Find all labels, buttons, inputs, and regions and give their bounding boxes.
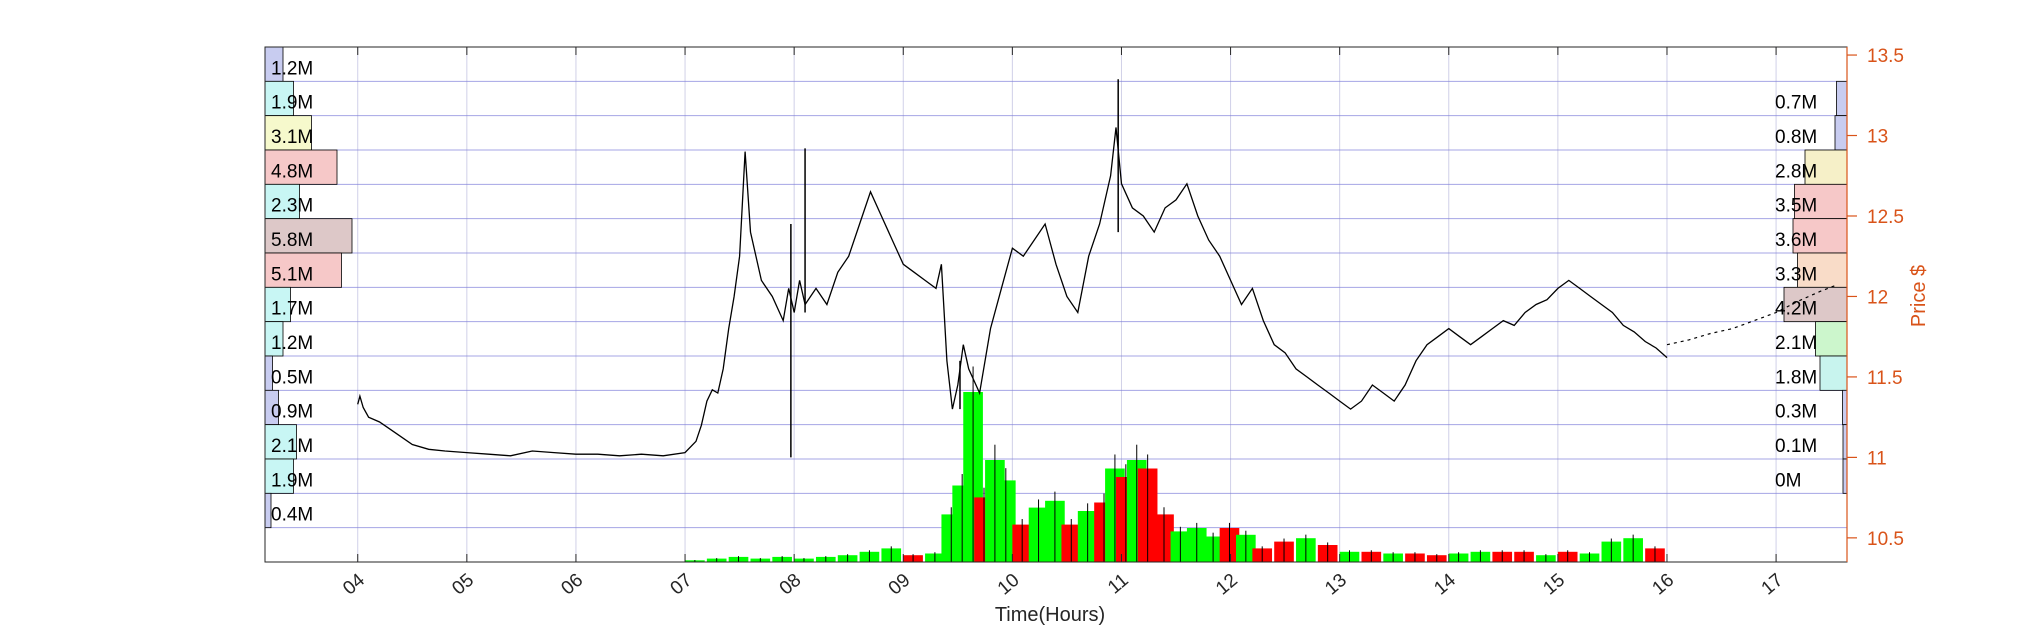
y-tick-label: 11 <box>1867 448 1887 469</box>
profile-left-label: 1.2M <box>271 333 313 354</box>
profile-left-label: 1.7M <box>271 299 313 320</box>
x-tick-label: 04 <box>339 569 369 599</box>
y-tick-label: 12.5 <box>1867 207 1904 228</box>
plot-axes <box>264 46 1848 563</box>
profile-right-label: 3.3M <box>1775 264 1817 285</box>
profile-right-label: 0M <box>1775 470 1801 491</box>
profile-left-label: 5.8M <box>271 230 313 251</box>
profile-left-label: 2.1M <box>271 436 313 457</box>
profile-right-bar <box>1819 355 1848 391</box>
profile-right-label: 1.8M <box>1775 367 1817 388</box>
profile-left-label: 0.9M <box>271 402 313 423</box>
profile-right-label: 0.7M <box>1775 93 1817 114</box>
profile-left-label: 3.1M <box>271 127 313 148</box>
x-tick-label: 05 <box>448 570 478 600</box>
profile-right-bar <box>1794 183 1848 220</box>
volume-profile-right: 0.7M 0.8M 2.8M 3.5M 3.6M 3.3M 4.2M 2.1M 1.8M 0.3M… <box>1775 80 1848 494</box>
profile-left-label: 1.9M <box>271 93 313 114</box>
profile-left-label: 5.1M <box>271 264 313 285</box>
y-tick-label: 12 <box>1867 287 1888 308</box>
profile-right-label: 2.1M <box>1775 333 1817 354</box>
x-tick-label: 16 <box>1649 570 1679 600</box>
y-tick-label: 10.5 <box>1867 529 1904 550</box>
profile-right-bar <box>1815 321 1848 357</box>
profile-left-label: 0.4M <box>271 505 313 526</box>
volume-profile-left: 1.2M 1.9M 3.1M 4.8M 2.3M 5.8M 5.1M 1.7M 1.2M 0.5M… <box>264 46 353 529</box>
plot-frame <box>264 46 1848 563</box>
x-tick-label: 08 <box>776 570 806 600</box>
profile-left-bar <box>264 458 294 494</box>
profile-left-bar <box>264 149 338 185</box>
y-axis-title: Price $ <box>1908 265 1930 327</box>
profile-right-label: 3.6M <box>1775 230 1817 251</box>
price-line <box>357 127 1668 457</box>
y-tick-label: 11.5 <box>1867 368 1903 389</box>
profile-right-label: 3.5M <box>1775 196 1817 217</box>
profile-left-bar <box>264 218 353 254</box>
profile-right-label: 0.3M <box>1775 402 1817 423</box>
x-tick-label: 15 <box>1539 570 1569 600</box>
price-series <box>357 79 1837 458</box>
profile-right-bar <box>1797 252 1848 288</box>
profile-right-bar <box>1842 389 1848 426</box>
x-tick-label: 09 <box>885 570 915 600</box>
x-tick-label: 13 <box>1321 570 1351 600</box>
y-tick-label: 13.5 <box>1867 46 1904 67</box>
profile-left-label: 1.9M <box>271 470 313 491</box>
profile-left-label: 1.2M <box>271 58 313 79</box>
y-tick-labels: 10.5 11 11.5 12 12.5 13 13.5 <box>1847 46 1904 550</box>
x-axis-title: Time(Hours) <box>995 604 1105 625</box>
profile-right-bar <box>1834 115 1848 151</box>
grid-layer <box>265 46 1847 563</box>
profile-left-label: 0.5M <box>271 367 313 388</box>
profile-left-label: 4.8M <box>271 161 313 182</box>
profile-right-bar <box>1836 80 1848 117</box>
x-tick-label: 14 <box>1430 569 1460 599</box>
x-tick-label: 11 <box>1104 570 1133 599</box>
profile-left-bar <box>264 115 312 151</box>
profile-right-label: 0.8M <box>1775 127 1817 148</box>
profile-right-label: 4.2M <box>1775 299 1817 320</box>
x-tick-label: 07 <box>667 570 697 600</box>
profile-left-label: 2.3M <box>271 196 313 217</box>
profile-left-bar <box>264 252 342 288</box>
x-tick-label: 10 <box>994 570 1024 600</box>
x-tick-label: 17 <box>1758 570 1788 600</box>
volume-bars <box>685 366 1665 562</box>
y-tick-label: 13 <box>1867 127 1888 148</box>
price-line-extended <box>1666 284 1837 346</box>
profile-right-label: 0.1M <box>1775 436 1817 457</box>
x-tick-label: 12 <box>1212 570 1242 600</box>
profile-right-label: 2.8M <box>1775 161 1817 182</box>
x-tick-label: 06 <box>557 570 587 600</box>
